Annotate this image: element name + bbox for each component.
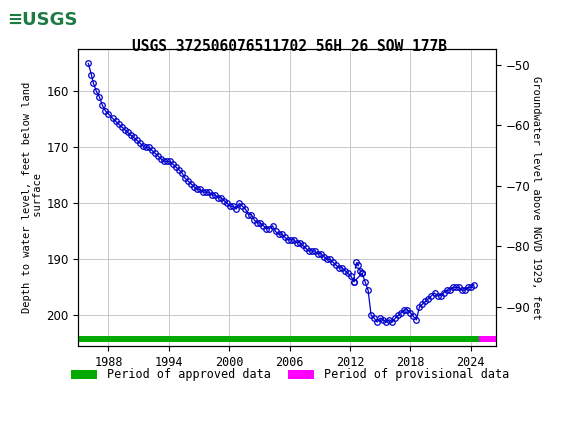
Text: ≡USGS: ≡USGS: [7, 12, 78, 29]
FancyBboxPatch shape: [5, 3, 83, 38]
Text: USGS 372506076511702 56H 26 SOW 177B: USGS 372506076511702 56H 26 SOW 177B: [132, 39, 448, 54]
Bar: [479, 335, 496, 342]
Y-axis label: Depth to water level, feet below land
 surface: Depth to water level, feet below land su…: [22, 82, 44, 313]
Y-axis label: Groundwater level above NGVD 1929, feet: Groundwater level above NGVD 1929, feet: [531, 76, 542, 319]
Bar: [78, 335, 479, 342]
Legend: Period of approved data, Period of provisional data: Period of approved data, Period of provi…: [71, 368, 509, 381]
